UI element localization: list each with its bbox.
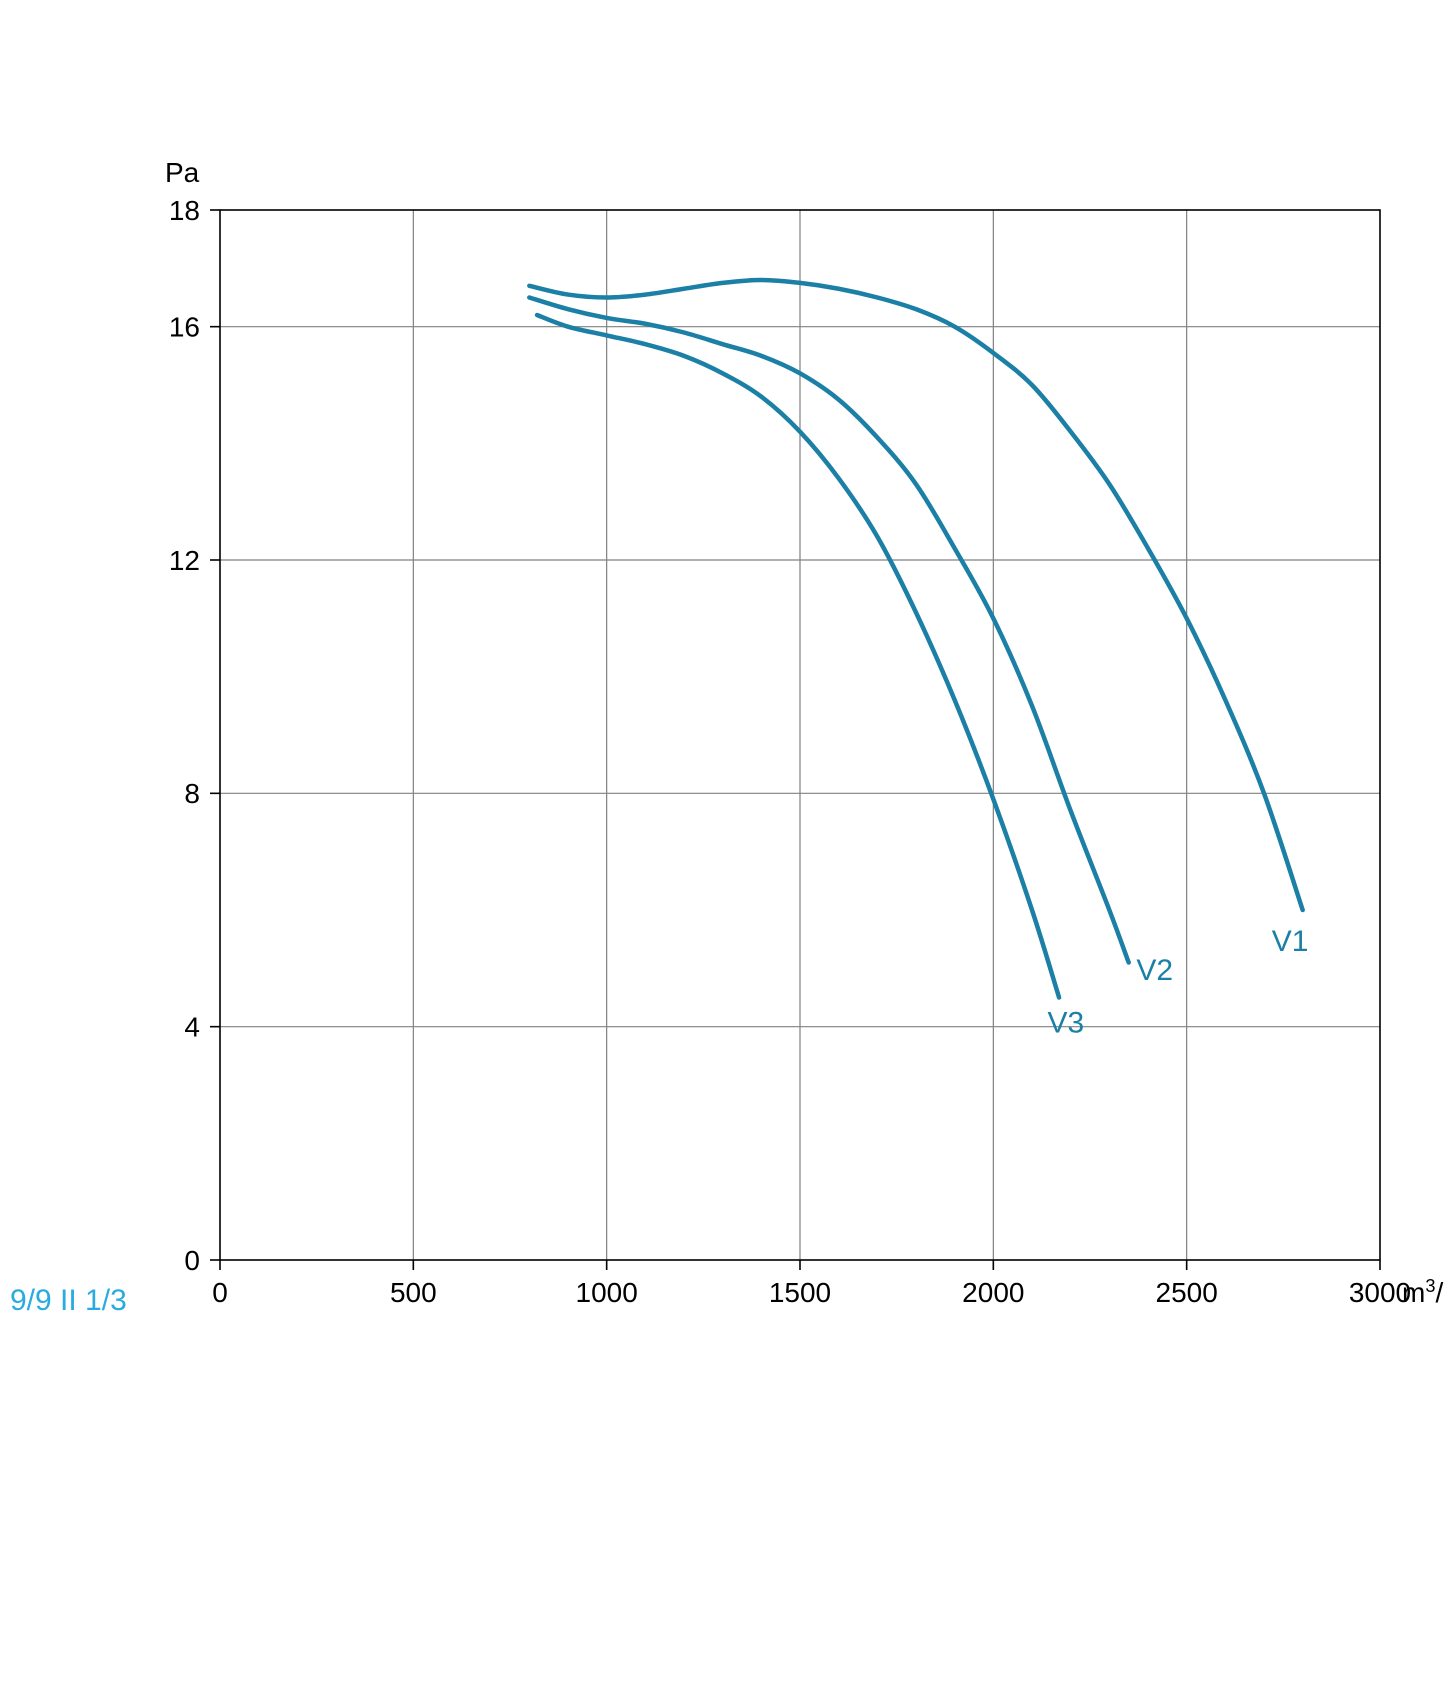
x-tick-label: 0 xyxy=(212,1277,228,1308)
performance-chart: 050010001500200025003000048121618Pam3/hV… xyxy=(0,0,1445,1702)
x-axis-label: m3/h xyxy=(1402,1276,1445,1308)
x-tick-label: 1000 xyxy=(576,1277,638,1308)
chart-container: 050010001500200025003000048121618Pam3/hV… xyxy=(0,0,1445,1702)
x-tick-label: 500 xyxy=(390,1277,437,1308)
y-tick-label: 18 xyxy=(169,195,200,226)
y-tick-label: 0 xyxy=(184,1245,200,1276)
x-tick-label: 1500 xyxy=(769,1277,831,1308)
series-label-v3: V3 xyxy=(1047,1007,1084,1040)
series-label-v2: V2 xyxy=(1136,954,1173,987)
y-axis-label: Pa xyxy=(165,157,200,188)
model-label: 9/9 II 1/3 xyxy=(10,1284,127,1317)
x-tick-label: 2500 xyxy=(1156,1277,1218,1308)
x-tick-label: 2000 xyxy=(962,1277,1024,1308)
y-tick-label: 4 xyxy=(184,1011,200,1042)
y-tick-label: 8 xyxy=(184,778,200,809)
y-tick-label: 16 xyxy=(169,311,200,342)
series-label-v1: V1 xyxy=(1272,925,1309,958)
chart-background xyxy=(0,0,1445,1702)
y-tick-label: 12 xyxy=(169,545,200,576)
